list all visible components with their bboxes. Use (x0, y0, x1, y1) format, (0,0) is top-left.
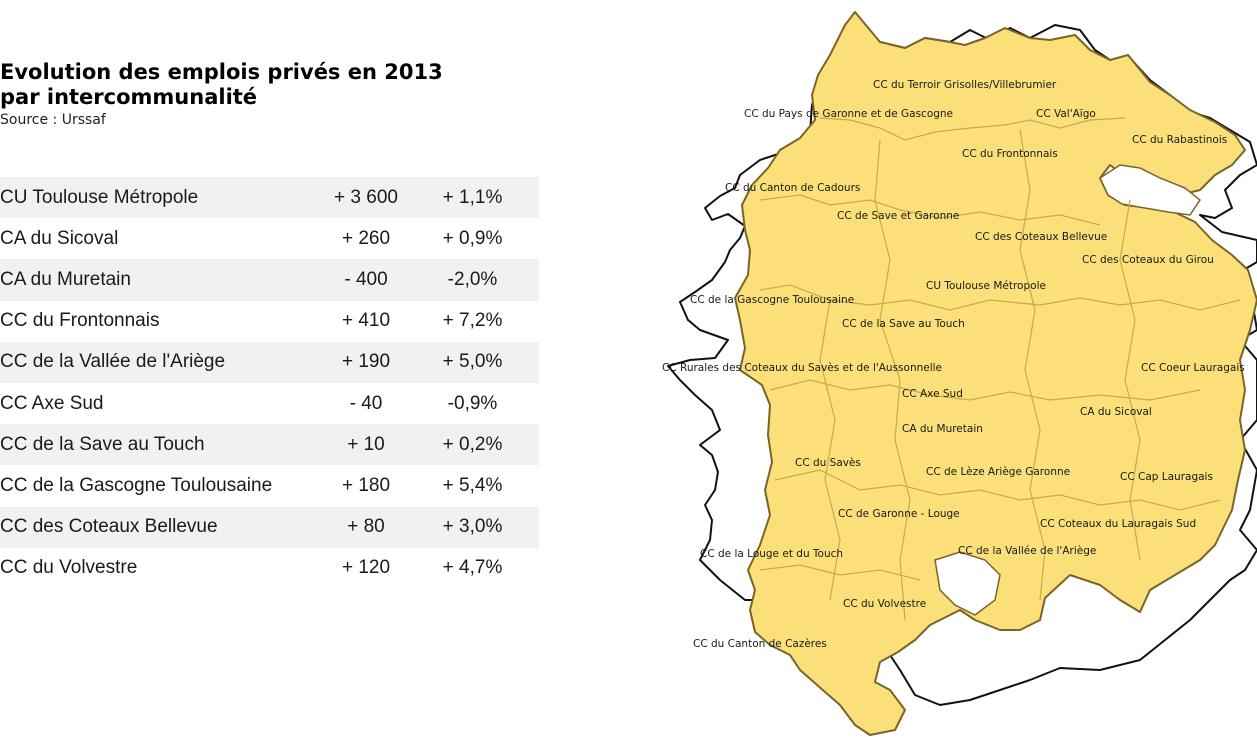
map-label-coeur-lauragais: CC Coeur Lauragais (1141, 362, 1245, 374)
map-label-coteaux-bellevue: CC des Coteaux Bellevue (975, 231, 1107, 243)
row-percent: + 1,1% (442, 186, 503, 208)
map-label-val-aigo: CC Val'Aïgo (1036, 108, 1096, 120)
map-label-garonne-louge: CC de Garonne - Louge (838, 508, 960, 520)
table-row: CC de la Save au Touch + 10 + 0,2% (0, 424, 539, 466)
table-row: CC de la Gascogne Toulousaine + 180 + 5,… (0, 465, 539, 506)
row-value: + 120 (341, 557, 391, 579)
map-label-coteaux-lauragais-sud: CC Coteaux du Lauragais Sud (1040, 518, 1196, 530)
table-row: CC de la Vallée de l'Ariège + 190 + 5,0% (0, 341, 539, 383)
row-name: CC de la Vallée de l'Ariège (0, 351, 226, 373)
row-percent: + 0,9% (442, 227, 503, 249)
map-label-save-garonne: CC de Save et Garonne (837, 210, 959, 222)
jobs-table: CU Toulouse Métropole + 3 600 + 1,1% CA … (0, 177, 539, 589)
map-label-saves: CC du Savès (795, 457, 861, 469)
row-percent: + 5,4% (442, 474, 503, 496)
row-name: CA du Muretain (0, 268, 131, 290)
row-value: + 190 (341, 351, 391, 373)
row-percent: + 0,2% (442, 433, 503, 455)
map-territory (734, 11, 1257, 736)
source-note: Source : Urssaf (0, 112, 106, 128)
row-value: - 40 (349, 392, 383, 414)
row-percent: + 4,7% (442, 557, 503, 579)
table-row: CA du Muretain - 400 -2,0% (0, 259, 539, 301)
map-label-axe-sud: CC Axe Sud (902, 388, 963, 400)
row-name: CC du Frontonnais (0, 310, 160, 332)
row-name: CC du Volvestre (0, 557, 138, 579)
map-svg: CC du Terroir Grisolles/Villebrumier CC … (662, 11, 1257, 736)
map-label-terroir: CC du Terroir Grisolles/Villebrumier (873, 79, 1057, 91)
page-title: Evolution des emplois privés en 2013 par… (0, 60, 560, 110)
map-label-sicoval: CA du Sicoval (1080, 406, 1152, 418)
row-value: - 400 (344, 268, 388, 290)
internal-borders (759, 117, 1241, 621)
map-label-leze: CC de Lèze Ariège Garonne (926, 466, 1070, 478)
row-name: CA du Sicoval (0, 227, 119, 249)
map-label-muretain: CA du Muretain (902, 423, 983, 435)
map-gap-east (1099, 164, 1202, 216)
row-name: CC de la Gascogne Toulousaine (0, 474, 273, 496)
row-value: + 260 (341, 227, 391, 249)
row-value: + 80 (347, 516, 385, 538)
table-row: CC Axe Sud - 40 -0,9% (0, 383, 539, 424)
map-label-rabastinois: CC du Rabastinois (1132, 134, 1227, 146)
intercommunality-map: CC du Terroir Grisolles/Villebrumier CC … (655, 0, 1257, 737)
row-value: + 3 600 (334, 186, 398, 208)
map-label-cadours: CC du Canton de Cadours (725, 182, 860, 194)
row-percent: + 5,0% (442, 351, 503, 373)
map-label-toulouse: CU Toulouse Métropole (926, 280, 1046, 292)
row-value: + 180 (341, 474, 391, 496)
row-name: CC de la Save au Touch (0, 433, 205, 455)
row-percent: + 3,0% (442, 516, 503, 538)
row-name: CC Axe Sud (0, 392, 104, 414)
map-label-coteaux-girou: CC des Coteaux du Girou (1082, 254, 1214, 266)
map-label-frontonnais: CC du Frontonnais (962, 148, 1058, 160)
map-label-rurales: CC Rurales des Coteaux du Savès et de l'… (662, 362, 942, 374)
title-line-1: Evolution des emplois privés en 2013 (0, 60, 443, 84)
row-percent: -0,9% (447, 392, 498, 414)
row-value: + 410 (341, 310, 391, 332)
row-name: CC des Coteaux Bellevue (0, 516, 218, 538)
map-label-save-touch: CC de la Save au Touch (842, 318, 965, 330)
table-row: CC des Coteaux Bellevue + 80 + 3,0% (0, 506, 539, 548)
row-value: + 10 (347, 433, 385, 455)
map-label-vallee-ariege: CC de la Vallée de l'Ariège (958, 545, 1096, 557)
map-label-cap-lauragais: CC Cap Lauragais (1120, 471, 1213, 483)
map-label-volvestre: CC du Volvestre (843, 598, 926, 610)
row-percent: -2,0% (447, 268, 498, 290)
title-line-2: par intercommunalité (0, 85, 258, 109)
table-row: CC du Volvestre + 120 + 4,7% (0, 548, 539, 589)
map-label-louge-touch: CC de la Louge et du Touch (700, 548, 843, 560)
map-label-gascogne: CC de la Gascogne Toulousaine (690, 294, 854, 306)
table-row: CU Toulouse Métropole + 3 600 + 1,1% (0, 177, 539, 219)
map-label-cazeres: CC du Canton de Cazères (693, 638, 827, 650)
row-percent: + 7,2% (442, 310, 503, 332)
table-row: CC du Frontonnais + 410 + 7,2% (0, 301, 539, 342)
row-name: CU Toulouse Métropole (0, 186, 199, 208)
map-label-pays-garonne: CC du Pays de Garonne et de Gascogne (744, 108, 953, 120)
table-row: CA du Sicoval + 260 + 0,9% (0, 218, 539, 259)
map-gap-south (934, 551, 1001, 616)
